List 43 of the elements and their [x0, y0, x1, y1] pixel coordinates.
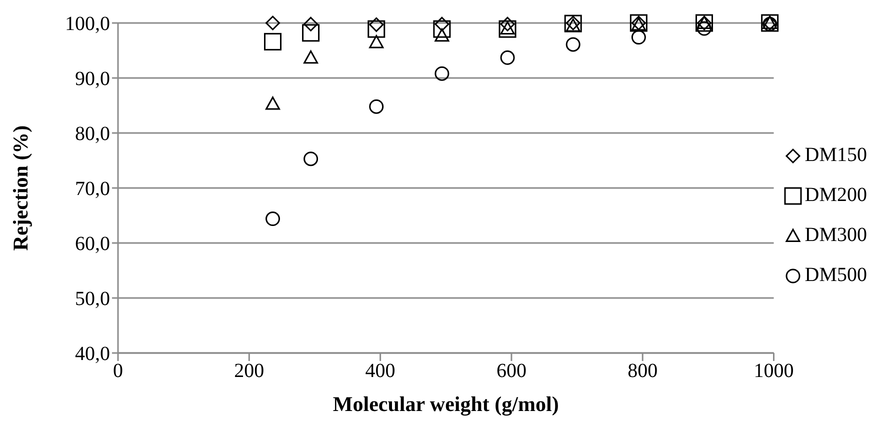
point: [264, 32, 282, 50]
point: [566, 18, 580, 32]
y-tick-label: 60,0: [75, 233, 110, 256]
point: [304, 152, 318, 166]
point: [434, 16, 450, 32]
point: [369, 99, 384, 114]
x-tick-label: 0: [113, 360, 123, 382]
point: [500, 16, 515, 32]
legend-label: DM500: [804, 264, 867, 287]
point: [697, 21, 712, 36]
point: [369, 35, 384, 48]
point: [500, 50, 515, 65]
point: [434, 28, 450, 42]
x-tick-label: 800: [628, 360, 658, 382]
y-tick-label: 70,0: [75, 178, 110, 200]
y-tick-label: 100,0: [65, 13, 110, 36]
point: [631, 30, 646, 45]
x-tick-label: 1000: [754, 360, 794, 382]
point: [433, 20, 451, 38]
y-tick-label: 40,0: [75, 343, 110, 366]
point: [368, 20, 386, 38]
x-tick-label: 600: [496, 360, 526, 382]
legend-label: DM150: [804, 144, 867, 167]
x-axis-title: Molecular weight (g/mol): [332, 392, 559, 416]
y-tick-label: 50,0: [75, 288, 110, 310]
y-axis-title: Rejection (%): [8, 125, 32, 251]
y-tick-label: 80,0: [75, 123, 110, 146]
point: [369, 17, 384, 32]
point: [566, 37, 580, 52]
point: [266, 96, 280, 110]
point: [266, 212, 280, 226]
y-tick-label: 90,0: [75, 68, 110, 90]
point: [434, 66, 450, 81]
point: [500, 21, 515, 34]
point: [266, 16, 280, 30]
legend-label: DM300: [804, 224, 867, 247]
point: [304, 16, 318, 32]
legend-label: DM200: [804, 184, 867, 207]
x-tick-label: 200: [234, 360, 264, 382]
point: [302, 24, 320, 42]
x-tick-label: 400: [365, 360, 396, 382]
point: [498, 20, 516, 38]
point: [304, 50, 318, 64]
